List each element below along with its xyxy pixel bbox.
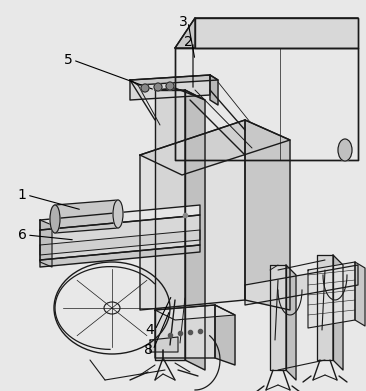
Polygon shape (210, 75, 218, 105)
Text: 6: 6 (18, 228, 26, 242)
Polygon shape (150, 337, 178, 352)
Polygon shape (195, 18, 358, 48)
Polygon shape (140, 120, 245, 310)
Circle shape (141, 84, 149, 92)
Polygon shape (185, 90, 205, 370)
Circle shape (154, 83, 162, 91)
Text: 4: 4 (146, 323, 154, 337)
Polygon shape (286, 265, 296, 380)
Polygon shape (317, 255, 333, 360)
Polygon shape (155, 90, 185, 360)
Text: 5: 5 (64, 53, 72, 67)
Text: 8: 8 (143, 343, 152, 357)
Text: 3: 3 (179, 15, 187, 29)
Polygon shape (155, 88, 205, 100)
Polygon shape (270, 265, 286, 370)
Polygon shape (175, 18, 195, 48)
Polygon shape (245, 120, 290, 310)
Ellipse shape (338, 139, 352, 161)
Polygon shape (40, 205, 200, 230)
Ellipse shape (113, 200, 123, 228)
Polygon shape (55, 200, 118, 233)
Polygon shape (40, 230, 200, 255)
Polygon shape (130, 75, 218, 85)
Polygon shape (130, 75, 210, 100)
Polygon shape (40, 220, 52, 267)
Polygon shape (355, 262, 365, 326)
Polygon shape (40, 245, 200, 267)
Polygon shape (308, 262, 355, 328)
Polygon shape (155, 305, 215, 358)
Polygon shape (175, 48, 358, 160)
Polygon shape (215, 305, 235, 365)
Polygon shape (155, 305, 235, 320)
Circle shape (166, 82, 174, 90)
Text: 1: 1 (18, 188, 26, 202)
Ellipse shape (50, 205, 60, 233)
Polygon shape (40, 215, 200, 260)
Polygon shape (245, 265, 358, 305)
Polygon shape (140, 120, 290, 175)
Polygon shape (333, 255, 343, 370)
Text: 2: 2 (184, 35, 193, 49)
